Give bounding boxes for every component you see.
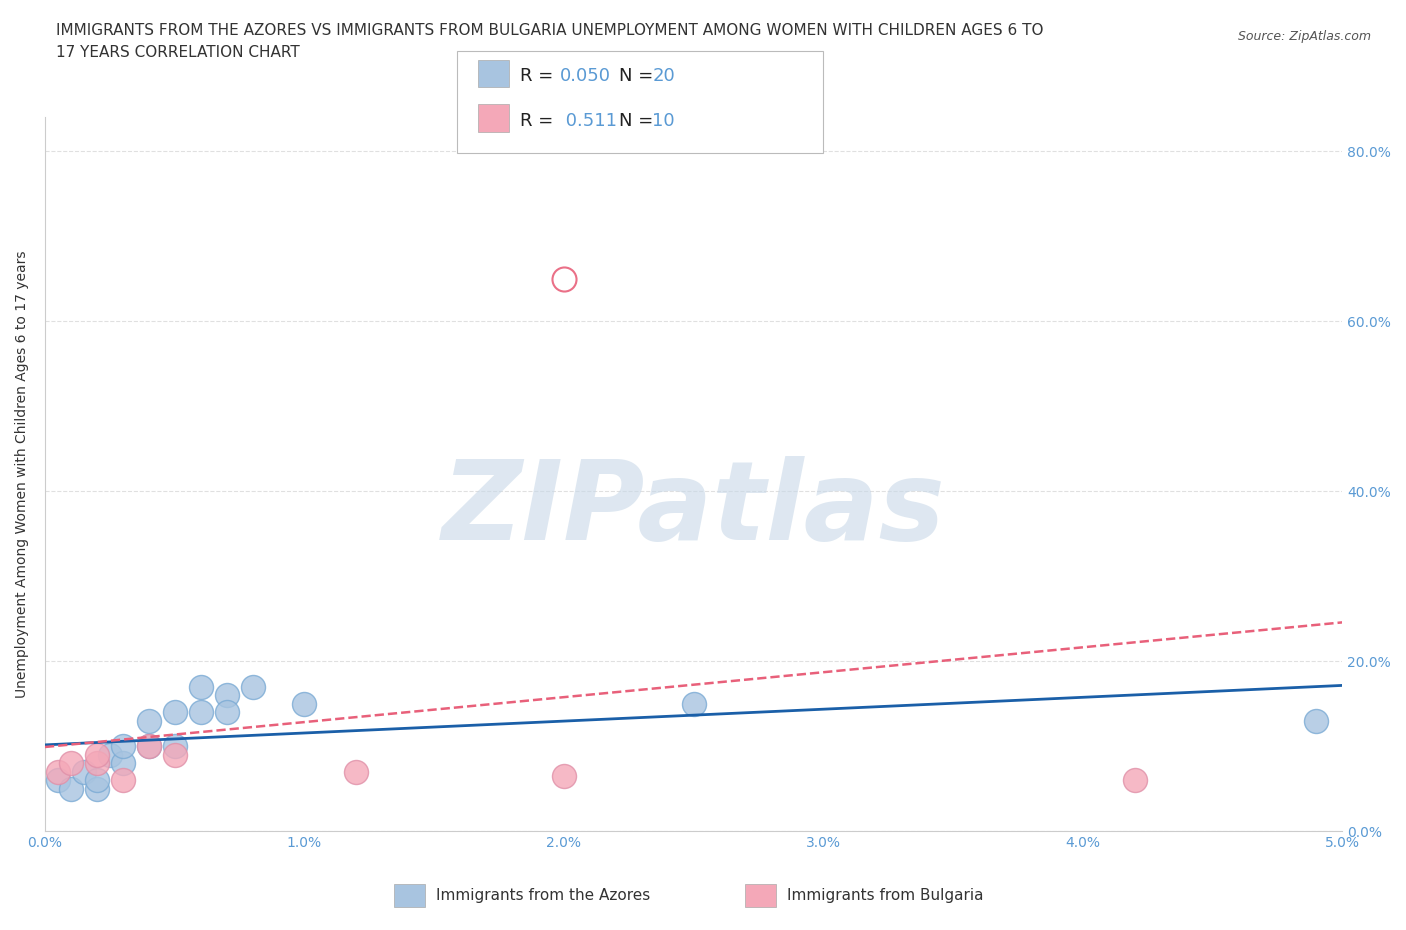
Text: 17 YEARS CORRELATION CHART: 17 YEARS CORRELATION CHART <box>56 45 299 60</box>
Point <box>86 747 108 762</box>
Point <box>1305 713 1327 728</box>
Text: IMMIGRANTS FROM THE AZORES VS IMMIGRANTS FROM BULGARIA UNEMPLOYMENT AMONG WOMEN : IMMIGRANTS FROM THE AZORES VS IMMIGRANTS… <box>56 23 1043 38</box>
Text: ZIPatlas: ZIPatlas <box>441 457 945 564</box>
Text: 20: 20 <box>652 67 675 85</box>
Point <box>553 272 575 286</box>
Text: N =: N = <box>619 67 658 85</box>
Point <box>111 738 134 753</box>
Point <box>98 747 121 762</box>
Point <box>190 679 212 694</box>
Point <box>553 768 575 783</box>
Text: R =: R = <box>520 67 560 85</box>
Point <box>294 697 316 711</box>
Text: 0.511: 0.511 <box>560 112 617 129</box>
Text: 0.050: 0.050 <box>560 67 610 85</box>
Point <box>86 773 108 788</box>
Point <box>138 738 160 753</box>
Point <box>138 738 160 753</box>
Text: Immigrants from Bulgaria: Immigrants from Bulgaria <box>787 887 984 903</box>
Point <box>163 738 186 753</box>
Text: 10: 10 <box>652 112 675 129</box>
Text: Immigrants from the Azores: Immigrants from the Azores <box>436 887 650 903</box>
Text: Source: ZipAtlas.com: Source: ZipAtlas.com <box>1237 30 1371 43</box>
Point <box>163 705 186 720</box>
Point <box>215 687 238 702</box>
Point <box>86 755 108 770</box>
Point <box>682 697 704 711</box>
Text: R =: R = <box>520 112 560 129</box>
Point <box>111 755 134 770</box>
Point <box>215 705 238 720</box>
Point <box>46 773 69 788</box>
Point <box>163 747 186 762</box>
Point <box>1123 773 1146 788</box>
Point <box>138 713 160 728</box>
Point <box>59 781 82 796</box>
Point <box>344 764 367 779</box>
Point <box>111 773 134 788</box>
Point <box>73 764 96 779</box>
Point <box>242 679 264 694</box>
Text: N =: N = <box>619 112 658 129</box>
Point <box>46 764 69 779</box>
Y-axis label: Unemployment Among Women with Children Ages 6 to 17 years: Unemployment Among Women with Children A… <box>15 250 30 698</box>
Point <box>59 755 82 770</box>
Point <box>86 781 108 796</box>
Point <box>190 705 212 720</box>
